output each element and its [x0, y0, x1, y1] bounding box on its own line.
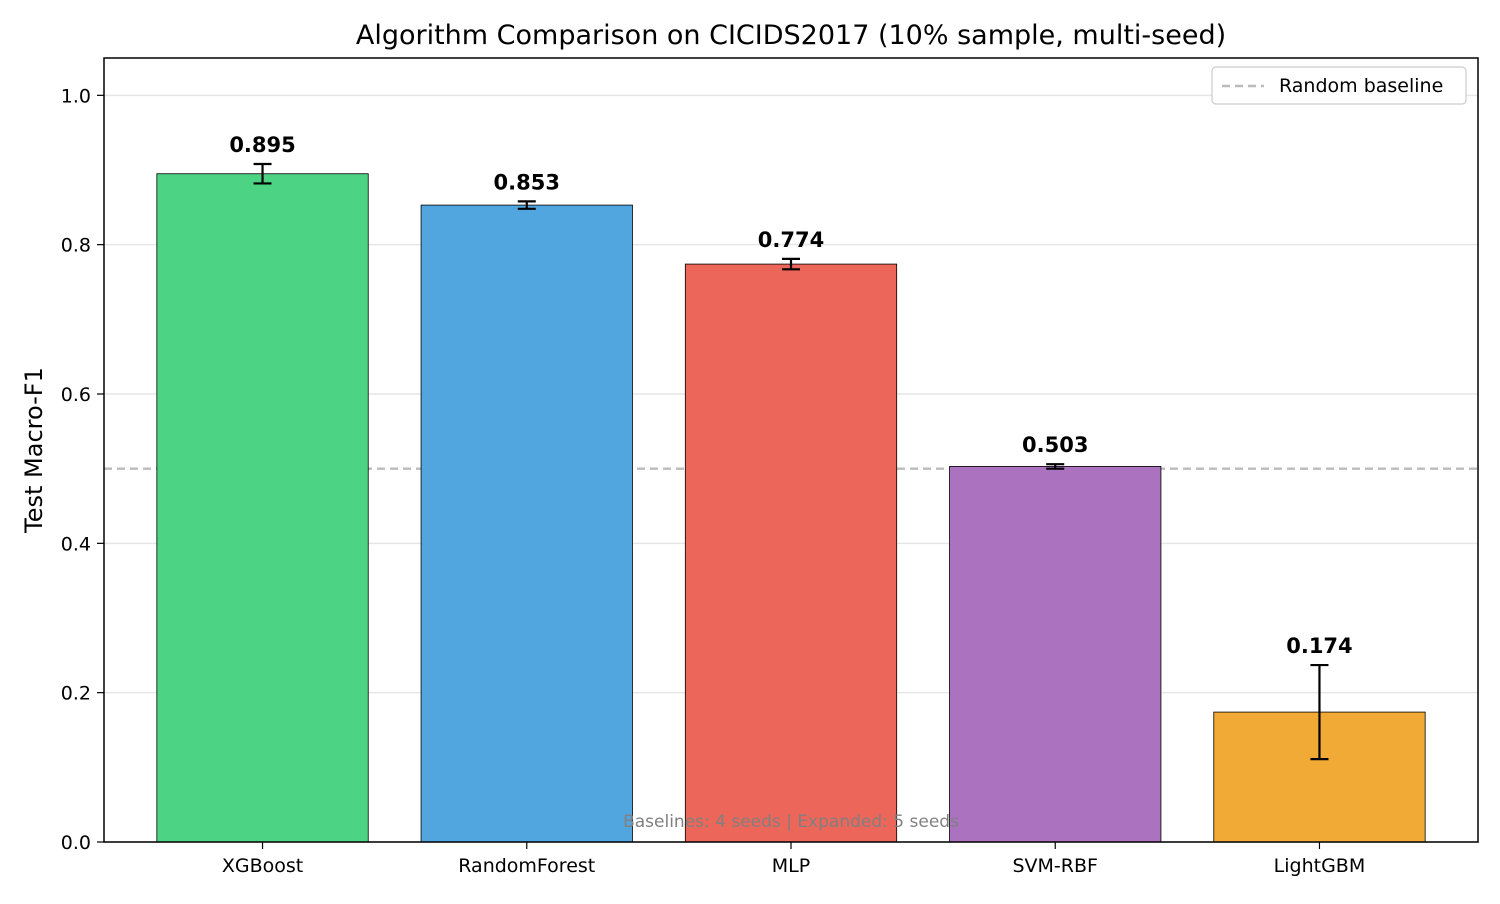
- y-axis-label: Test Macro-F1: [20, 367, 48, 534]
- x-tick-label-svm-rbf: SVM-RBF: [1012, 855, 1097, 877]
- bar-svm-rbf: [949, 466, 1162, 843]
- bar-xgboost: [156, 173, 369, 843]
- value-labels-layer: 0.895 0.853 0.774 0.503 0.174: [229, 133, 1352, 658]
- y-tick-label-3: 0.6: [61, 384, 91, 406]
- error-bars-layer: [253, 162, 1329, 761]
- y-tick-label-5: 1.0: [61, 85, 91, 107]
- x-tick-label-lightgbm: LightGBM: [1274, 855, 1366, 877]
- bar-randomforest: [420, 204, 633, 843]
- x-tick-label-xgboost: XGBoost: [222, 855, 303, 877]
- legend-label-random-baseline: Random baseline: [1279, 75, 1443, 97]
- x-tick-label-mlp: MLP: [772, 855, 810, 877]
- legend: Random baseline: [1211, 66, 1467, 105]
- bar-mlp: [684, 263, 898, 843]
- chart-title: Algorithm Comparison on CICIDS2017 (10% …: [356, 20, 1226, 51]
- y-axis: 0.0 0.2 0.4 0.6 0.8 1.0: [61, 85, 104, 854]
- x-axis: XGBoost RandomForest MLP SVM-RBF LightGBM: [222, 842, 1365, 877]
- x-tick-label-randomforest: RandomForest: [458, 855, 595, 877]
- y-tick-label-1: 0.2: [61, 683, 91, 705]
- y-tick-label-2: 0.4: [61, 533, 91, 555]
- value-label-svm-rbf: 0.503: [1022, 433, 1088, 457]
- value-label-xgboost: 0.895: [229, 133, 295, 157]
- value-label-lightgbm: 0.174: [1286, 634, 1352, 658]
- chart-annotation: Baselines: 4 seeds | Expanded: 5 seeds: [623, 812, 959, 832]
- legend-box: [1211, 66, 1467, 105]
- value-label-mlp: 0.774: [758, 228, 824, 252]
- y-tick-label-0: 0.0: [61, 832, 91, 854]
- bars-layer: [156, 173, 1426, 843]
- value-label-randomforest: 0.853: [494, 170, 560, 194]
- y-tick-label-4: 0.8: [61, 235, 91, 257]
